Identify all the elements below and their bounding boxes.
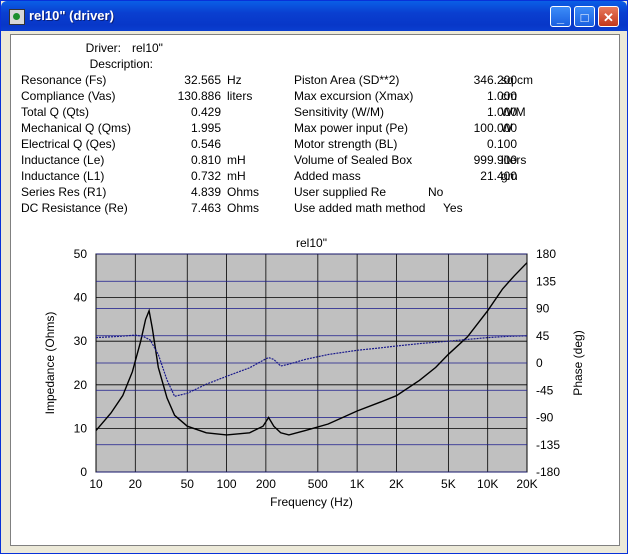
param-value: 0.429	[190, 105, 221, 119]
y2-tick-label: 180	[536, 247, 556, 261]
param-unit: Ohms	[227, 185, 260, 199]
param-value: 130.886	[177, 89, 221, 103]
y2-tick-label: -90	[536, 411, 554, 425]
param-value: 346.200	[473, 73, 517, 87]
param-unit: Ohms	[227, 201, 260, 215]
param-unit: sq cm	[501, 73, 534, 87]
param-label: Mechanical Q (Qms)	[21, 121, 132, 135]
param-unit: mH	[227, 153, 246, 167]
param-value: 0.546	[190, 137, 221, 151]
param-unit: cm	[501, 89, 517, 103]
chart-title: rel10"	[296, 236, 327, 250]
title-bar[interactable]: rel10" (driver) _ □ ✕	[1, 1, 627, 31]
close-button[interactable]: ✕	[598, 6, 619, 27]
param-label: Piston Area (SD**2)	[294, 73, 400, 87]
y2-tick-label: 0	[536, 356, 543, 370]
param-value: 1.995	[190, 121, 221, 135]
param-unit: mH	[227, 169, 246, 183]
y-tick-label: 50	[74, 247, 88, 261]
y-axis-label: Impedance (Ohms)	[43, 312, 57, 415]
param-label: Max excursion (Xmax)	[294, 89, 414, 103]
param-unit: W	[501, 121, 513, 135]
x-tick-label: 200	[256, 477, 276, 491]
param-label: Motor strength (BL)	[294, 137, 398, 151]
maximize-button[interactable]: □	[574, 6, 595, 27]
driver-name: rel10"	[132, 41, 163, 55]
param-value: 0.100	[486, 137, 517, 151]
app-icon[interactable]	[9, 9, 25, 25]
param-unit: liters	[227, 89, 253, 103]
x-tick-label: 100	[217, 477, 237, 491]
param-label: Sensitivity (W/M)	[294, 105, 384, 119]
y2-tick-label: -180	[536, 465, 560, 479]
impedance-chart: 10 20 50 100 200 500 1K 2K 5K 10K 20K01020304050-1…	[43, 236, 585, 509]
x-tick-label: 20	[129, 477, 143, 491]
param-unit: gm	[501, 169, 518, 183]
y-tick-label: 0	[80, 465, 87, 479]
window-title: rel10" (driver)	[29, 8, 114, 23]
param-label: DC Resistance (Re)	[21, 201, 128, 215]
x-axis-label: Frequency (Hz)	[270, 495, 353, 509]
param-label: Volume of Sealed Box	[294, 153, 413, 167]
x-tick-label: 20K	[516, 477, 537, 491]
x-tick-label: 5K	[441, 477, 456, 491]
param-label: Inductance (L1)	[21, 169, 105, 183]
param-value: 32.565	[184, 73, 221, 87]
description-label: Description:	[89, 57, 153, 71]
param-unit: liters	[501, 153, 527, 167]
x-tick-label: 50	[181, 477, 195, 491]
impedance-curve	[95, 262, 528, 436]
param-value: 1.000	[486, 89, 517, 103]
param-value: 21.400	[480, 169, 517, 183]
y2-tick-label: 90	[536, 302, 550, 316]
x-tick-label: 1K	[350, 477, 365, 491]
param-value: Yes	[443, 201, 463, 215]
y2-axis-label: Phase (deg)	[571, 330, 585, 395]
phase-curve	[95, 334, 528, 397]
param-label: Resonance (Fs)	[21, 73, 107, 87]
driver-label: Driver:	[85, 41, 121, 55]
y-tick-label: 10	[74, 421, 88, 435]
y-tick-label: 20	[74, 378, 88, 392]
minimize-button[interactable]: _	[550, 6, 571, 27]
y2-tick-label: -135	[536, 438, 560, 452]
param-label: Compliance (Vas)	[21, 89, 116, 103]
param-label: Inductance (Le)	[21, 153, 105, 167]
y2-tick-label: -45	[536, 383, 554, 397]
y-tick-label: 40	[74, 291, 88, 305]
param-value: 1.000	[486, 105, 517, 119]
param-label: Electrical Q (Qes)	[21, 137, 116, 151]
param-label: Max power input (Pe)	[294, 121, 409, 135]
param-label: Total Q (Qts)	[21, 105, 90, 119]
param-value: 0.810	[190, 153, 221, 167]
param-value: 999.900	[473, 153, 517, 167]
param-value: No	[428, 185, 444, 199]
driver-panel: Driver: rel10" Description: Resonance (F…	[10, 34, 620, 546]
y-tick-label: 30	[74, 334, 88, 348]
y2-tick-label: 45	[536, 329, 550, 343]
param-value: 0.732	[190, 169, 221, 183]
x-tick-label: 10K	[477, 477, 498, 491]
param-label: User supplied Re	[294, 185, 387, 199]
param-label: Use added math method	[294, 201, 426, 215]
param-label: Series Res (R1)	[21, 185, 107, 199]
param-value: 100.000	[473, 121, 517, 135]
param-value: 4.839	[190, 185, 221, 199]
x-tick-label: 500	[308, 477, 328, 491]
x-tick-label: 10	[89, 477, 103, 491]
param-unit: Hz	[227, 73, 242, 87]
param-unit: W/M	[501, 105, 526, 119]
x-tick-label: 2K	[389, 477, 404, 491]
param-value: 7.463	[190, 201, 221, 215]
param-label: Added mass	[294, 169, 361, 183]
y2-tick-label: 135	[536, 274, 556, 288]
